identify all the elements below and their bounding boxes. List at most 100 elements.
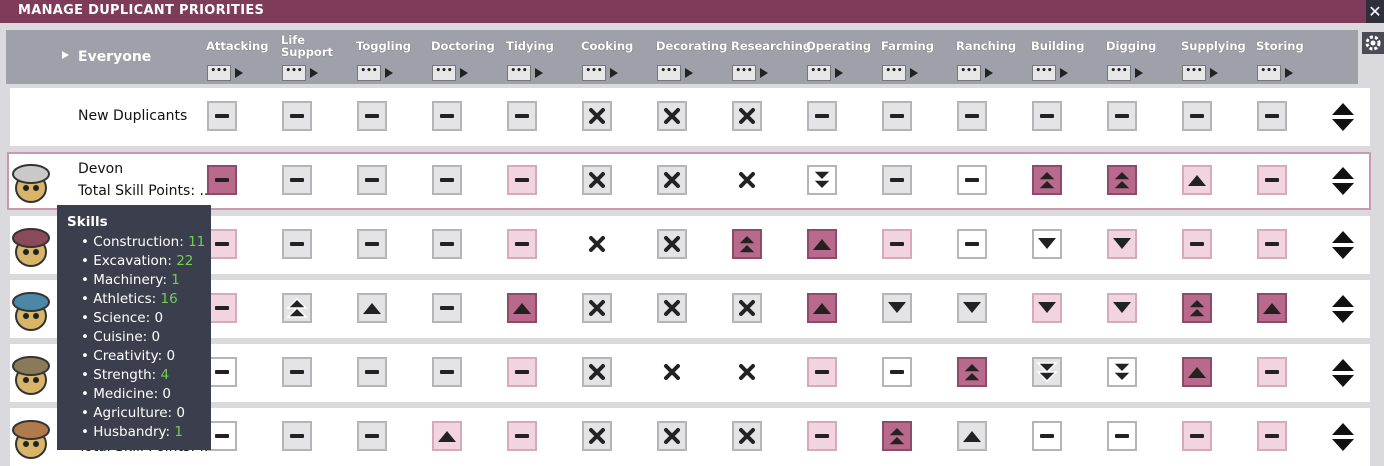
priority-cell[interactable]	[432, 101, 462, 131]
priority-cell[interactable]	[507, 421, 537, 451]
sort-arrows[interactable]	[1331, 229, 1355, 261]
priority-cell[interactable]	[732, 357, 762, 387]
priority-cell[interactable]	[732, 229, 762, 259]
priority-cell[interactable]	[882, 421, 912, 451]
priority-cell[interactable]	[957, 357, 987, 387]
column-header[interactable]: Tidying	[506, 39, 554, 53]
priority-cell[interactable]	[582, 229, 612, 259]
priority-cell[interactable]	[657, 101, 687, 131]
column-header[interactable]: Researching	[731, 39, 812, 53]
column-header[interactable]: Storing	[1256, 39, 1304, 53]
column-header[interactable]: Attacking	[206, 39, 269, 53]
column-arrow[interactable]	[235, 68, 243, 78]
priority-cell[interactable]	[357, 101, 387, 131]
column-options[interactable]: •••	[957, 65, 981, 81]
sort-arrows[interactable]	[1331, 293, 1355, 325]
column-options[interactable]: •••	[207, 65, 231, 81]
sort-arrows[interactable]	[1331, 101, 1355, 133]
priority-cell[interactable]	[807, 421, 837, 451]
close-button[interactable]: ✕	[1366, 0, 1384, 23]
priority-cell[interactable]	[432, 357, 462, 387]
column-arrow[interactable]	[835, 68, 843, 78]
priority-cell[interactable]	[582, 357, 612, 387]
priority-cell[interactable]	[357, 421, 387, 451]
everyone-label[interactable]: Everyone	[78, 49, 152, 65]
column-arrow[interactable]	[910, 68, 918, 78]
column-header[interactable]: Life Support	[281, 33, 334, 59]
priority-cell[interactable]	[1032, 293, 1062, 323]
column-arrow[interactable]	[685, 68, 693, 78]
priority-cell[interactable]	[732, 293, 762, 323]
sort-arrows[interactable]	[1331, 421, 1355, 453]
priority-cell[interactable]	[657, 357, 687, 387]
priority-cell[interactable]	[882, 357, 912, 387]
priority-cell[interactable]	[507, 357, 537, 387]
priority-cell[interactable]	[732, 165, 762, 195]
priority-cell[interactable]	[432, 293, 462, 323]
priority-cell[interactable]	[1257, 165, 1287, 195]
priority-cell[interactable]	[1107, 165, 1137, 195]
priority-cell[interactable]	[582, 165, 612, 195]
priority-cell[interactable]	[1032, 101, 1062, 131]
column-options[interactable]: •••	[1257, 65, 1281, 81]
column-options[interactable]: •••	[507, 65, 531, 81]
column-options[interactable]: •••	[432, 65, 456, 81]
priority-cell[interactable]	[807, 101, 837, 131]
priority-cell[interactable]	[657, 229, 687, 259]
priority-cell[interactable]	[582, 293, 612, 323]
column-header[interactable]: Farming	[881, 39, 934, 53]
priority-cell[interactable]	[1257, 229, 1287, 259]
column-header[interactable]: Supplying	[1181, 39, 1246, 53]
column-options[interactable]: •••	[732, 65, 756, 81]
column-options[interactable]: •••	[582, 65, 606, 81]
priority-cell[interactable]	[1182, 165, 1212, 195]
priority-cell[interactable]	[507, 101, 537, 131]
column-options[interactable]: •••	[1182, 65, 1206, 81]
column-arrow[interactable]	[610, 68, 618, 78]
priority-cell[interactable]	[807, 165, 837, 195]
priority-cell[interactable]	[1257, 293, 1287, 323]
priority-cell[interactable]	[957, 293, 987, 323]
column-arrow[interactable]	[985, 68, 993, 78]
column-arrow[interactable]	[1210, 68, 1218, 78]
everyone-arrow[interactable]	[62, 51, 69, 59]
priority-cell[interactable]	[1182, 229, 1212, 259]
priority-cell[interactable]	[1032, 165, 1062, 195]
priority-cell[interactable]	[957, 421, 987, 451]
priority-cell[interactable]	[1032, 421, 1062, 451]
priority-cell[interactable]	[1107, 229, 1137, 259]
column-options[interactable]: •••	[807, 65, 831, 81]
priority-cell[interactable]	[207, 101, 237, 131]
column-arrow[interactable]	[1060, 68, 1068, 78]
priority-cell[interactable]	[957, 229, 987, 259]
priority-cell[interactable]	[207, 357, 237, 387]
priority-cell[interactable]	[207, 165, 237, 195]
priority-cell[interactable]	[882, 229, 912, 259]
column-header[interactable]: Doctoring	[431, 39, 495, 53]
priority-cell[interactable]	[1107, 101, 1137, 131]
priority-cell[interactable]	[1032, 229, 1062, 259]
priority-cell[interactable]	[807, 357, 837, 387]
column-arrow[interactable]	[385, 68, 393, 78]
column-header[interactable]: Toggling	[356, 39, 411, 53]
priority-cell[interactable]	[282, 357, 312, 387]
column-options[interactable]: •••	[657, 65, 681, 81]
column-header[interactable]: Digging	[1106, 39, 1157, 53]
priority-cell[interactable]	[1032, 357, 1062, 387]
priority-cell[interactable]	[507, 293, 537, 323]
priority-cell[interactable]	[1257, 101, 1287, 131]
priority-cell[interactable]	[507, 229, 537, 259]
priority-cell[interactable]	[657, 293, 687, 323]
priority-cell[interactable]	[357, 165, 387, 195]
settings-button[interactable]	[1362, 32, 1384, 54]
priority-cell[interactable]	[1182, 421, 1212, 451]
priority-cell[interactable]	[282, 421, 312, 451]
priority-cell[interactable]	[432, 421, 462, 451]
column-header[interactable]: Building	[1031, 39, 1085, 53]
column-arrow[interactable]	[310, 68, 318, 78]
priority-cell[interactable]	[582, 101, 612, 131]
priority-cell[interactable]	[1182, 293, 1212, 323]
priority-cell[interactable]	[282, 165, 312, 195]
column-options[interactable]: •••	[282, 65, 306, 81]
priority-cell[interactable]	[882, 101, 912, 131]
